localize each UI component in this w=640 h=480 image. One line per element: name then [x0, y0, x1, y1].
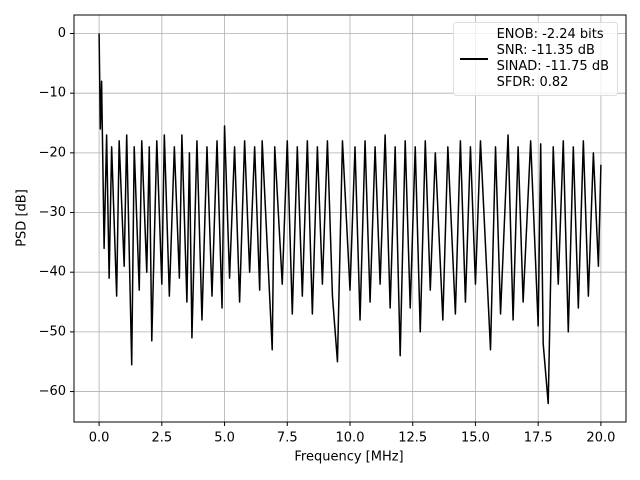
- x-tick-label: 5.0: [214, 431, 235, 446]
- x-tick-label: 10.0: [336, 431, 365, 446]
- series-line: [98, 33, 602, 405]
- x-tick-label: 2.5: [151, 431, 172, 446]
- legend-label: ENOB: -2.24 bits SNR: -11.35 dB SINAD: -…: [496, 27, 609, 90]
- x-tick-label: 20.0: [586, 431, 615, 446]
- x-tick-label: 17.5: [524, 431, 553, 446]
- x-tick-label: 15.0: [461, 431, 490, 446]
- plot-frame: [73, 14, 627, 423]
- y-tick-label: −10: [39, 86, 66, 101]
- y-tick-label: −30: [39, 205, 66, 220]
- x-tick-label: 7.5: [277, 431, 298, 446]
- legend-swatch: [459, 58, 488, 60]
- y-tick-label: −50: [39, 324, 66, 339]
- x-tick-label: 0.0: [89, 431, 110, 446]
- x-tick-label: 12.5: [398, 431, 427, 446]
- x-axis-label: Frequency [MHz]: [294, 450, 403, 465]
- y-tick-label: −40: [39, 265, 66, 280]
- legend: ENOB: -2.24 bits SNR: -11.35 dB SINAD: -…: [452, 22, 618, 96]
- y-axis-label: PSD [dB]: [15, 189, 30, 247]
- y-tick-label: −20: [39, 145, 66, 160]
- y-tick-label: 0: [58, 26, 66, 41]
- y-tick-label: −60: [39, 384, 66, 399]
